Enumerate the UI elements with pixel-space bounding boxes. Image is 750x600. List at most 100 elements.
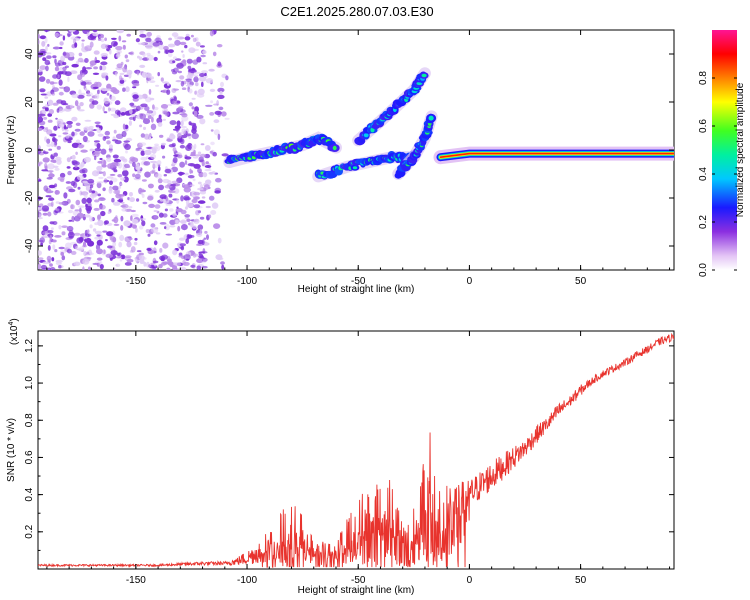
noise-speck: [74, 209, 80, 212]
noise-speck: [60, 55, 66, 62]
noise-speck: [66, 225, 74, 232]
track-core: [332, 145, 337, 151]
noise-speck: [176, 129, 179, 133]
noise-speck: [115, 256, 123, 259]
noise-speck: [140, 133, 146, 138]
noise-speck: [94, 121, 101, 125]
noise-speck: [113, 223, 120, 226]
noise-speck: [75, 151, 78, 155]
noise-speck: [179, 139, 184, 143]
noise-speck: [52, 138, 58, 143]
noise-speck: [161, 254, 168, 260]
noise-speck: [117, 199, 123, 202]
noise-speck: [117, 162, 123, 169]
noise-speck: [93, 150, 101, 155]
noise-speck: [156, 117, 163, 124]
noise-speck: [209, 30, 214, 37]
noise-speck: [181, 224, 188, 231]
noise-speck: [169, 208, 174, 212]
noise-speck: [119, 107, 127, 114]
noise-speck: [58, 108, 64, 113]
noise-speck: [120, 177, 126, 181]
noise-speck: [197, 181, 202, 185]
noise-speck: [153, 210, 158, 212]
noise-speck: [66, 120, 73, 125]
noise-speck: [117, 174, 123, 178]
noise-speck: [213, 103, 219, 106]
noise-speck: [113, 129, 117, 134]
colorbar-tick-label: 0.2: [698, 215, 709, 229]
noise-speck: [150, 170, 155, 174]
noise-speck: [96, 142, 101, 149]
noise-speck: [123, 220, 131, 227]
noise-speck: [80, 161, 85, 167]
noise-speck: [95, 60, 100, 63]
noise-speck: [89, 193, 97, 198]
noise-speck: [193, 71, 201, 74]
noise-speck: [84, 88, 88, 91]
noise-speck: [184, 206, 188, 210]
y-tick-label: 0.8: [24, 413, 35, 427]
noise-speck: [185, 78, 192, 83]
noise-speck: [99, 65, 103, 71]
noise-speck: [52, 244, 56, 250]
noise-speck: [208, 68, 215, 72]
noise-speck: [131, 213, 139, 218]
noise-speck: [209, 150, 214, 154]
noise-speck: [94, 155, 97, 161]
noise-speck: [74, 128, 81, 132]
noise-speck: [158, 212, 164, 218]
noise-speck: [180, 125, 187, 129]
noise-speck: [130, 209, 136, 213]
noise-speck: [155, 232, 161, 235]
noise-speck: [211, 171, 216, 175]
noise-speck: [109, 144, 113, 149]
noise-speck: [193, 110, 198, 117]
noise-speck: [49, 221, 55, 225]
noise-speck: [102, 187, 106, 192]
noise-speck: [59, 46, 63, 50]
noise-speck: [137, 42, 146, 45]
noise-speck: [197, 239, 204, 245]
noise-speck: [74, 100, 79, 107]
noise-speck: [110, 113, 118, 116]
noise-speck: [112, 185, 119, 191]
noise-speck: [210, 210, 217, 215]
noise-speck: [151, 227, 159, 234]
noise-speck: [39, 89, 45, 92]
noise-speck: [46, 138, 51, 144]
noise-speck: [78, 52, 83, 57]
noise-speck: [132, 108, 139, 112]
x-tick-label: 50: [575, 575, 587, 586]
noise-speck: [174, 262, 181, 267]
noise-speck: [135, 227, 138, 233]
noise-speck: [171, 71, 178, 75]
noise-speck: [146, 247, 152, 251]
noise-speck: [46, 55, 52, 59]
noise-speck: [216, 44, 223, 48]
noise-speck: [47, 245, 51, 251]
noise-speck: [112, 89, 120, 95]
noise-speck: [139, 33, 147, 38]
noise-speck: [92, 228, 97, 232]
noise-speck: [146, 54, 154, 61]
noise-speck: [196, 114, 204, 119]
noise-speck: [96, 257, 103, 261]
noise-speck: [82, 135, 88, 143]
noise-speck: [77, 186, 81, 190]
noise-speck: [145, 37, 152, 43]
noise-speck: [97, 214, 102, 220]
noise-speck: [38, 39, 40, 45]
noise-speck: [160, 142, 167, 146]
noise-speck: [124, 54, 128, 59]
noise-speck: [67, 231, 75, 238]
noise-speck: [63, 86, 71, 93]
noise-speck: [62, 61, 67, 66]
noise-speck: [199, 190, 206, 195]
noise-speck: [100, 43, 108, 49]
main-track: [223, 131, 342, 168]
noise-speck: [192, 59, 199, 65]
noise-speck: [95, 124, 101, 128]
noise-speck: [125, 150, 128, 154]
noise-speck: [84, 58, 89, 63]
